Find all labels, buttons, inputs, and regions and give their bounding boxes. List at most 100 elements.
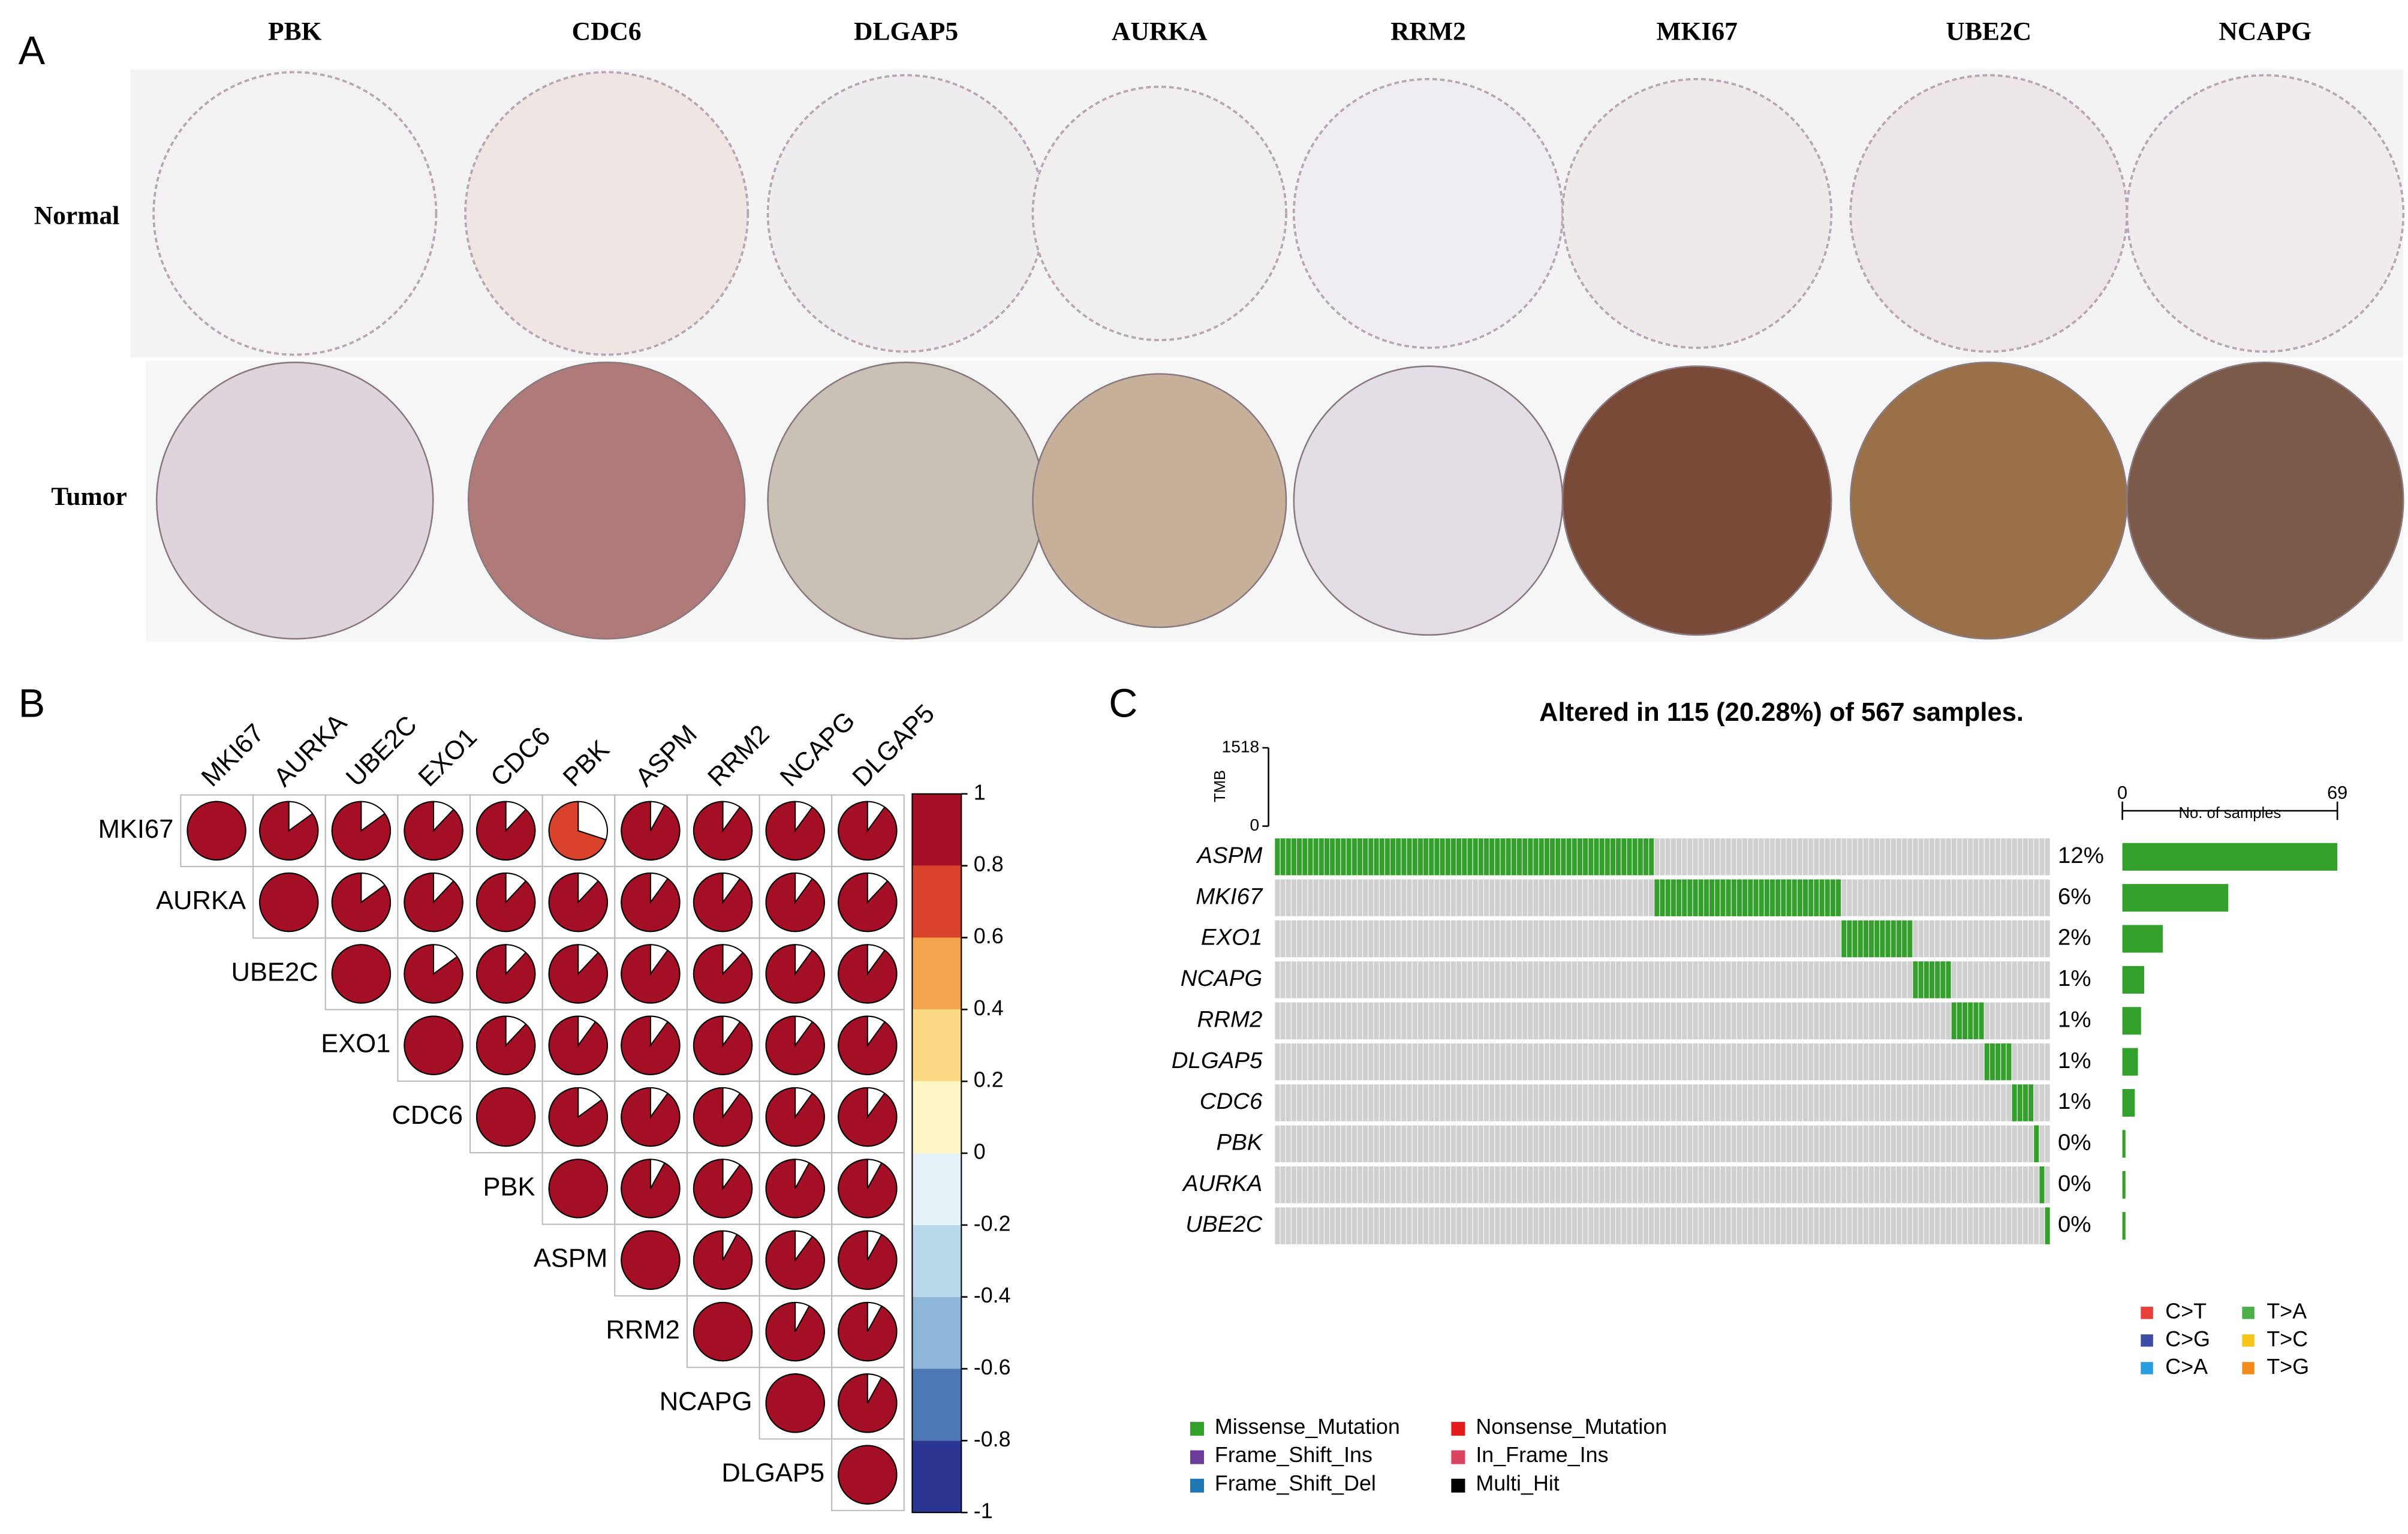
legend-label: Frame_Shift_Ins: [1215, 1443, 1372, 1467]
pie: [476, 801, 536, 861]
col-label: CDC6: [486, 721, 556, 792]
tissue-normal: [1292, 77, 1564, 349]
pie: [476, 1015, 536, 1075]
colorbar-segment: [912, 1297, 962, 1369]
pie: [404, 1015, 463, 1075]
colorbar-segment: [912, 1440, 962, 1513]
row-label: MKI67: [98, 815, 174, 844]
pie: [548, 1015, 608, 1075]
gene-header: NCAPG: [2219, 17, 2311, 46]
pie: [765, 1087, 825, 1147]
row-label: AURKA: [156, 886, 246, 915]
gene-label: AURKA: [1182, 1171, 1262, 1196]
matrix-row: [1274, 1084, 2051, 1121]
tissue-tumor: [467, 362, 746, 640]
pie: [693, 1015, 753, 1075]
pie: [476, 872, 536, 933]
altered-percent: 12%: [2058, 843, 2104, 868]
pie: [331, 944, 392, 1004]
pie: [621, 944, 681, 1004]
legend-swatch: [2141, 1362, 2153, 1374]
tissue-normal: [1849, 74, 2129, 353]
pie: [693, 944, 753, 1004]
gene-header: UBE2C: [1946, 17, 2031, 46]
col-label: ASPM: [630, 720, 703, 792]
altered-cells: [1274, 838, 1654, 876]
gene-label: PBK: [1216, 1130, 1263, 1156]
gene-label: MKI67: [1196, 883, 1263, 909]
tissue-normal: [1561, 77, 1833, 349]
pie: [693, 1087, 753, 1147]
pie: [765, 872, 825, 933]
col-label: PBK: [558, 735, 615, 793]
colorbar-label: 0.4: [974, 996, 1004, 1020]
tissue-tumor: [1032, 373, 1287, 628]
colorbar-label: 0: [974, 1139, 986, 1163]
pie: [765, 1230, 825, 1290]
pie: [838, 1445, 898, 1505]
gene-label: RRM2: [1197, 1006, 1262, 1032]
pie: [621, 1159, 681, 1219]
pie: [621, 1230, 681, 1290]
gene-label: ASPM: [1196, 843, 1262, 868]
tissue-normal: [152, 71, 438, 356]
matrix-row: [1274, 1043, 2051, 1081]
pie: [838, 1230, 898, 1290]
pie: [838, 944, 898, 1004]
col-label: AURKA: [269, 708, 353, 792]
pie: [838, 872, 898, 933]
pie: [548, 872, 608, 933]
altered-percent: 2%: [2058, 925, 2091, 951]
samples-tick-label: 69: [2327, 782, 2347, 803]
cell-border: [831, 1438, 905, 1511]
pie: [186, 801, 246, 861]
matrix-row: [1274, 1166, 2051, 1204]
colorbar-segment: [912, 1009, 962, 1082]
pie: [621, 1015, 681, 1075]
colorbar-label: -1: [974, 1499, 993, 1523]
altered-cells: [1841, 920, 1913, 958]
gene-label: CDC6: [1200, 1088, 1263, 1114]
pie: [331, 801, 392, 861]
legend-swatch: [2242, 1307, 2255, 1319]
row-label: UBE2C: [231, 958, 318, 986]
gene-label: EXO1: [1201, 925, 1262, 951]
col-label: UBE2C: [341, 711, 423, 793]
matrix-row: [1274, 1002, 2051, 1039]
pie: [765, 1015, 825, 1075]
colorbar-segment: [912, 1368, 962, 1441]
tissue-normal: [1031, 85, 1287, 342]
pie: [259, 801, 319, 861]
colorbar-segment: [912, 1153, 962, 1225]
altered-percent: 0%: [2058, 1130, 2091, 1156]
pie: [404, 872, 463, 933]
altered-cells: [1984, 1043, 2012, 1081]
row-label: EXO1: [321, 1030, 390, 1058]
legend-swatch: [2242, 1334, 2255, 1347]
pie: [765, 944, 825, 1004]
legend-swatch: [1190, 1422, 1204, 1436]
gene-header: RRM2: [1390, 17, 1466, 46]
legend-swatch: [1190, 1450, 1204, 1464]
colorbar-label: -0.4: [974, 1283, 1011, 1307]
pie: [404, 944, 463, 1004]
colorbar-segment: [912, 793, 962, 866]
gene-label: NCAPG: [1181, 965, 1263, 991]
sample-bar: [2122, 884, 2229, 912]
altered-percent: 1%: [2058, 1088, 2091, 1114]
colorbar-label: 1: [974, 780, 986, 804]
legend-label: Nonsense_Mutation: [1476, 1415, 1667, 1439]
gene-header: MKI67: [1656, 17, 1737, 46]
colorbar-label: 0.6: [974, 924, 1004, 948]
legend-swatch: [1190, 1478, 1204, 1493]
altered-percent: 1%: [2058, 1006, 2091, 1032]
gene-label: UBE2C: [1185, 1211, 1262, 1237]
legend-label: In_Frame_Ins: [1476, 1443, 1608, 1467]
altered-percent: 1%: [2058, 965, 2091, 991]
legend-label: Multi_Hit: [1476, 1472, 1559, 1496]
pie: [259, 872, 319, 933]
pie: [838, 1015, 898, 1075]
col-label: MKI67: [196, 718, 270, 792]
pie: [693, 801, 753, 861]
